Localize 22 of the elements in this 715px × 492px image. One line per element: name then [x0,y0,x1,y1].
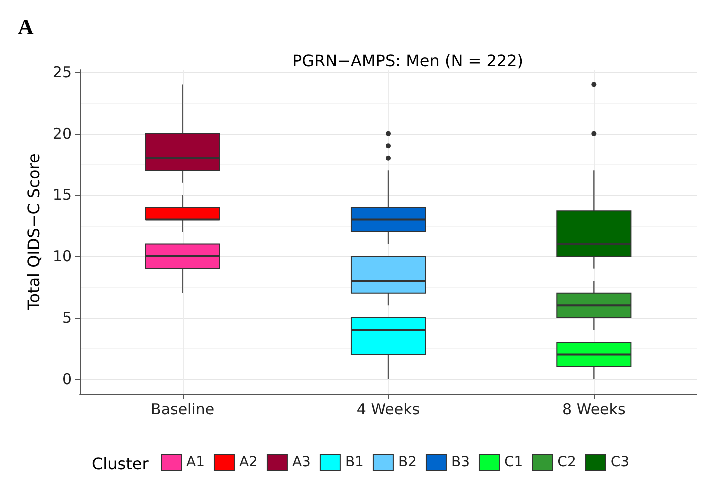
y-tick-label: 15 [52,186,72,204]
legend-label: A3 [292,454,311,470]
y-tick-label: 25 [52,63,72,82]
chart-title: PGRN−AMPS: Men (N = 222) [292,52,524,70]
y-tick-label: 10 [52,248,72,266]
legend-title: Cluster [92,454,150,474]
legend-label: B2 [398,454,417,470]
y-tick-label: 5 [62,308,72,327]
legend-label: C1 [504,454,524,470]
x-tick-label: Baseline [151,400,215,418]
legend-label: B1 [345,454,364,470]
x-tick-label: 4 Weeks [356,400,420,418]
legend-label: A1 [186,454,205,470]
text: A [18,14,34,40]
legend-label: C3 [610,454,630,470]
y-tick-label: 20 [52,124,72,143]
legend-label: C2 [558,454,576,470]
x-tick-label: 8 Weeks [562,400,626,418]
y-tick-label: 0 [62,370,72,388]
y-axis-title: Total QIDS−C Score [24,154,44,312]
legend-label: A2 [239,454,258,470]
legend-label: B3 [451,454,470,470]
